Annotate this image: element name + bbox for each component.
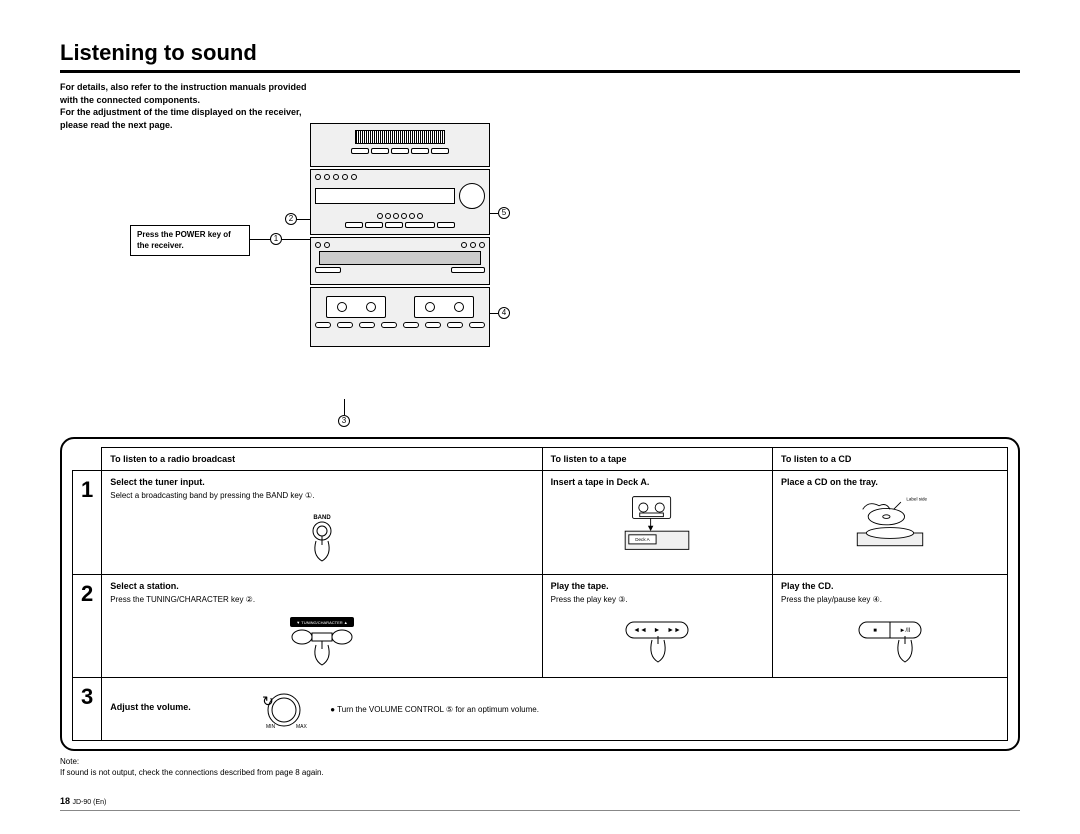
cd-tray [319, 251, 481, 265]
circled-4: 4 [498, 307, 510, 319]
page-number: 18 [60, 796, 70, 806]
play-cd-illustration: ■ ►/II [781, 611, 999, 671]
step-1-radio: Select the tuner input. Select a broadca… [102, 471, 542, 574]
step-1-radio-body: Select a broadcasting band by pressing t… [110, 491, 533, 501]
instruction-table: To listen to a radio broadcast To listen… [60, 437, 1020, 751]
equipment-diagram: Press the POWER key of the receiver. 1 2… [60, 131, 1020, 431]
cd-unit [310, 237, 490, 285]
step-2-cd-body: Press the play/pause key ④. [781, 595, 999, 605]
circled-2: 2 [285, 213, 297, 225]
model-label: JD-90 (En) [73, 799, 107, 806]
step-2-tape-body: Press the play key ③. [551, 595, 764, 605]
eq-buttons [315, 148, 485, 154]
step-2-radio-body: Press the TUNING/CHARACTER key ②. [110, 595, 533, 605]
step-2-num: 2 [73, 574, 102, 677]
tape-illustration: Deck A [551, 493, 764, 553]
bottom-rule [60, 810, 1020, 811]
svg-text:MAX: MAX [296, 724, 308, 730]
tuning-illustration: ▼ TUNING/CHARACTER ▲ [110, 611, 533, 671]
page-title: Listening to sound [60, 40, 1020, 66]
step-2-tape: Play the tape. Press the play key ③. ◄◄ … [542, 574, 772, 677]
volume-knob [459, 183, 485, 209]
svg-text:■: ■ [873, 628, 877, 634]
eq-display [355, 130, 445, 144]
circled-5: 5 [498, 207, 510, 219]
step-1-tape: Insert a tape in Deck A. Deck A [542, 471, 772, 574]
cassette-a [326, 296, 386, 318]
svg-text:▼ TUNING/CHARACTER ▲: ▼ TUNING/CHARACTER ▲ [296, 620, 347, 625]
cd-illustration: Label side [781, 493, 999, 553]
intro-text: For details, also refer to the instructi… [60, 81, 320, 131]
step-1-cd: Place a CD on the tray. Label side [773, 471, 1008, 574]
cassette-b [414, 296, 474, 318]
step-2-cd-title: Play the CD. [781, 581, 999, 591]
note-heading: Note: [60, 757, 79, 766]
step-3-num: 3 [73, 678, 102, 741]
step-2-radio-title: Select a station. [110, 581, 533, 591]
svg-text:↻: ↻ [262, 693, 274, 709]
play-tape-illustration: ◄◄ ► ►► [551, 611, 764, 671]
step-2-radio: Select a station. Press the TUNING/CHARA… [102, 574, 542, 677]
svg-text:MIN: MIN [266, 724, 276, 730]
band-illustration: BAND [110, 508, 533, 568]
svg-text:►: ► [654, 627, 661, 634]
circled-3: 3 [338, 415, 350, 427]
volume-illustration: ↻ MIN MAX [250, 684, 310, 734]
header-tape: To listen to a tape [542, 448, 772, 471]
step-2-tape-title: Play the tape. [551, 581, 764, 591]
volume-note: ● Turn the VOLUME CONTROL ⑤ for an optim… [330, 705, 999, 714]
intro-line1: For details, also refer to the instructi… [60, 82, 307, 105]
receiver-display [315, 188, 455, 204]
deck-unit [310, 287, 490, 347]
note-body: If sound is not output, check the connec… [60, 768, 324, 777]
step-1-radio-title: Select the tuner input. [110, 477, 533, 487]
title-rule [60, 70, 1020, 73]
step-1-num: 1 [73, 471, 102, 574]
equalizer-unit [310, 123, 490, 167]
step-2-cd: Play the CD. Press the play/pause key ④.… [773, 574, 1008, 677]
footnote: Note: If sound is not output, check the … [60, 757, 1020, 778]
header-cd: To listen to a CD [773, 448, 1008, 471]
intro-line2: For the adjustment of the time displayed… [60, 107, 302, 130]
header-radio: To listen to a radio broadcast [102, 448, 542, 471]
svg-text:Deck A: Deck A [636, 538, 651, 543]
lead-3 [344, 399, 345, 415]
svg-text:◄◄: ◄◄ [633, 627, 647, 634]
step-3-title: Adjust the volume. [110, 702, 230, 712]
receiver-unit [310, 169, 490, 235]
svg-text:►/II: ►/II [900, 628, 911, 634]
page-footer: 18 JD-90 (En) [60, 796, 1020, 806]
step-1-tape-title: Insert a tape in Deck A. [551, 477, 764, 487]
svg-text:Label side: Label side [906, 497, 927, 502]
step-3-cell: Adjust the volume. ↻ MIN MAX ● Turn the … [102, 678, 1008, 741]
circled-1: 1 [270, 233, 282, 245]
svg-text:►►: ►► [667, 627, 681, 634]
band-label: BAND [313, 515, 331, 521]
component-stack [310, 123, 490, 349]
step-1-cd-title: Place a CD on the tray. [781, 477, 999, 487]
power-callout: Press the POWER key of the receiver. [130, 225, 250, 256]
